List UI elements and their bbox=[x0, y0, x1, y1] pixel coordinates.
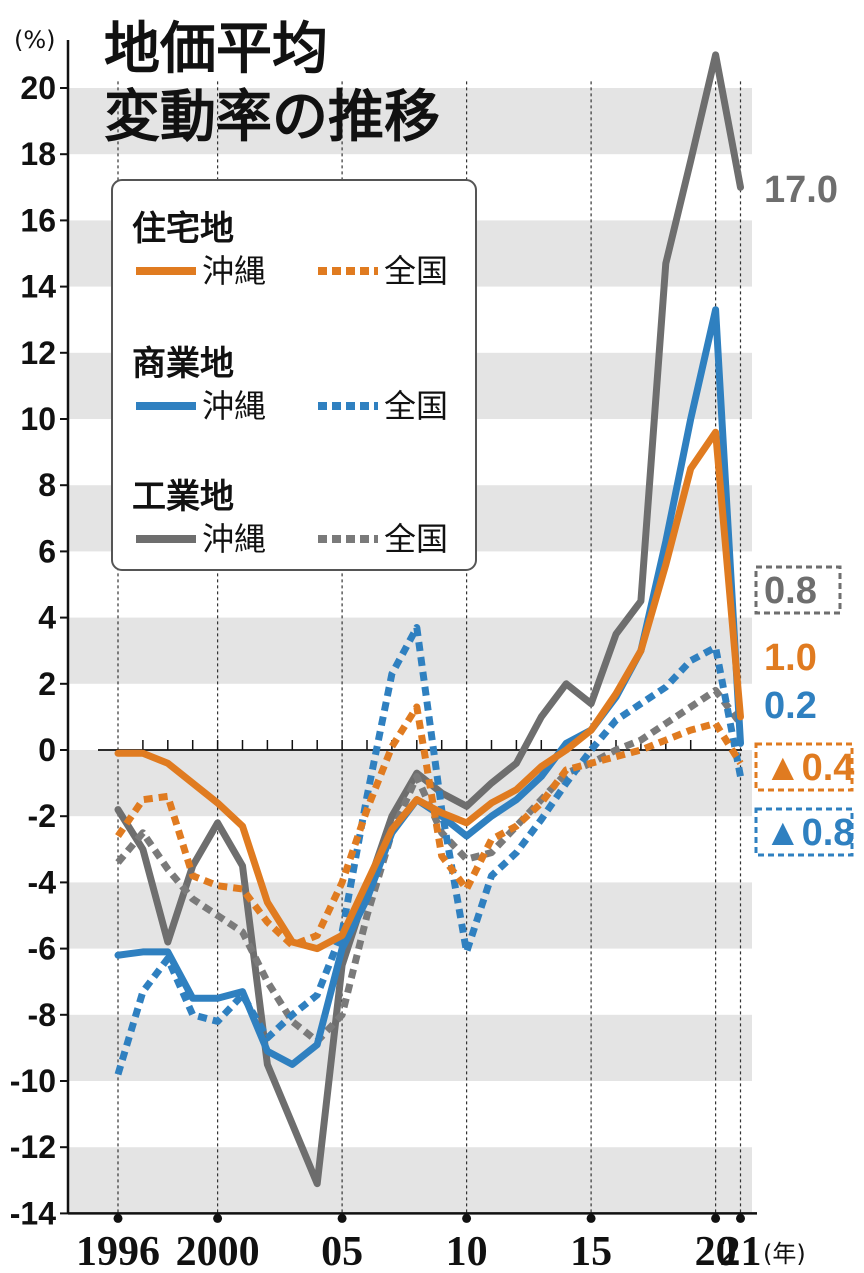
legend-label-com_nat: 全国 bbox=[384, 387, 448, 425]
y-tick-label: 14 bbox=[20, 269, 56, 305]
legend-group-title: 工業地 bbox=[132, 477, 234, 517]
y-tick-label: 4 bbox=[38, 600, 56, 636]
legend-group-title: 住宅地 bbox=[132, 209, 234, 249]
y-tick-label: -2 bbox=[28, 798, 56, 834]
grid-band bbox=[68, 88, 752, 155]
x-tick-label: 2000 bbox=[176, 1229, 260, 1273]
y-tick-label: 12 bbox=[20, 335, 56, 371]
x-tick-label: 21 bbox=[720, 1229, 762, 1273]
x-tick-label: 20 bbox=[695, 1229, 737, 1273]
legend-label-com_ok: 沖縄 bbox=[202, 387, 266, 425]
y-tick-label: 2 bbox=[38, 666, 56, 702]
series-lines bbox=[114, 51, 744, 1188]
end-label-box bbox=[754, 807, 854, 857]
legend-label-res_nat: 全国 bbox=[384, 252, 448, 290]
grid-band bbox=[68, 1014, 752, 1081]
x-tick-dot bbox=[113, 1213, 123, 1223]
series-line-res_nat bbox=[115, 703, 744, 949]
x-tick-label: 05 bbox=[321, 1229, 363, 1273]
x-tick-dot bbox=[337, 1213, 347, 1223]
x-tick-dot bbox=[462, 1213, 472, 1223]
x-tick-label: 15 bbox=[570, 1229, 612, 1273]
series-line-com_nat bbox=[114, 624, 744, 1076]
y-tick-label: 16 bbox=[20, 202, 56, 238]
y-tick-label: -10 bbox=[10, 1063, 56, 1099]
end-label-com_nat: ▲0.8 bbox=[764, 812, 854, 854]
legend-box bbox=[111, 179, 477, 571]
series-line-res_ok bbox=[114, 428, 744, 953]
series-line-ind_nat bbox=[115, 686, 744, 1045]
end-value-labels: 17.0 0.8 1.0 0.2 ▲0.4 ▲0.8 bbox=[754, 169, 854, 857]
x-tick-dot bbox=[736, 1213, 745, 1223]
end-label-com_ok: 0.2 bbox=[764, 685, 817, 727]
end-label-ind_ok: 17.0 bbox=[764, 169, 838, 211]
legend-label-ind_ok: 沖縄 bbox=[202, 520, 266, 558]
end-label-res_ok: 1.0 bbox=[764, 637, 817, 679]
x-axis-unit: (年) bbox=[763, 1240, 806, 1268]
end-label-ind_nat: 0.8 bbox=[764, 570, 817, 612]
y-tick-label: 6 bbox=[38, 533, 56, 569]
end-label-box bbox=[754, 742, 854, 792]
y-tick-label: 8 bbox=[38, 467, 56, 503]
y-tick-label: 18 bbox=[20, 136, 56, 172]
y-tick-label: 10 bbox=[20, 401, 56, 437]
grid-bands bbox=[68, 88, 752, 1214]
title-line: 変動率の推移 bbox=[104, 85, 440, 150]
y-tick-label: 0 bbox=[38, 732, 56, 768]
end-label-box bbox=[754, 565, 842, 615]
x-tick-dot bbox=[711, 1213, 721, 1223]
x-tick-dot bbox=[586, 1213, 596, 1223]
y-axis-unit: (%) bbox=[14, 26, 56, 54]
legend-label-res_ok: 沖縄 bbox=[202, 252, 266, 290]
y-tick-label: -12 bbox=[10, 1129, 56, 1165]
x-tick-label: 1996 bbox=[76, 1229, 160, 1273]
grid-band bbox=[68, 1147, 752, 1214]
y-tick-label: -14 bbox=[10, 1195, 56, 1231]
x-tick-label: 10 bbox=[446, 1229, 488, 1273]
y-tick-label: -8 bbox=[28, 997, 56, 1033]
end-label-res_nat: ▲0.4 bbox=[764, 747, 854, 789]
legend-label-ind_nat: 全国 bbox=[384, 520, 448, 558]
y-tick-label: 20 bbox=[20, 70, 56, 106]
title-line: 地価平均 bbox=[104, 17, 328, 82]
x-tick-dot bbox=[213, 1213, 223, 1223]
y-tick-label: -4 bbox=[28, 864, 57, 900]
y-tick-label: -6 bbox=[28, 931, 56, 967]
legend-group-title: 商業地 bbox=[132, 344, 234, 384]
